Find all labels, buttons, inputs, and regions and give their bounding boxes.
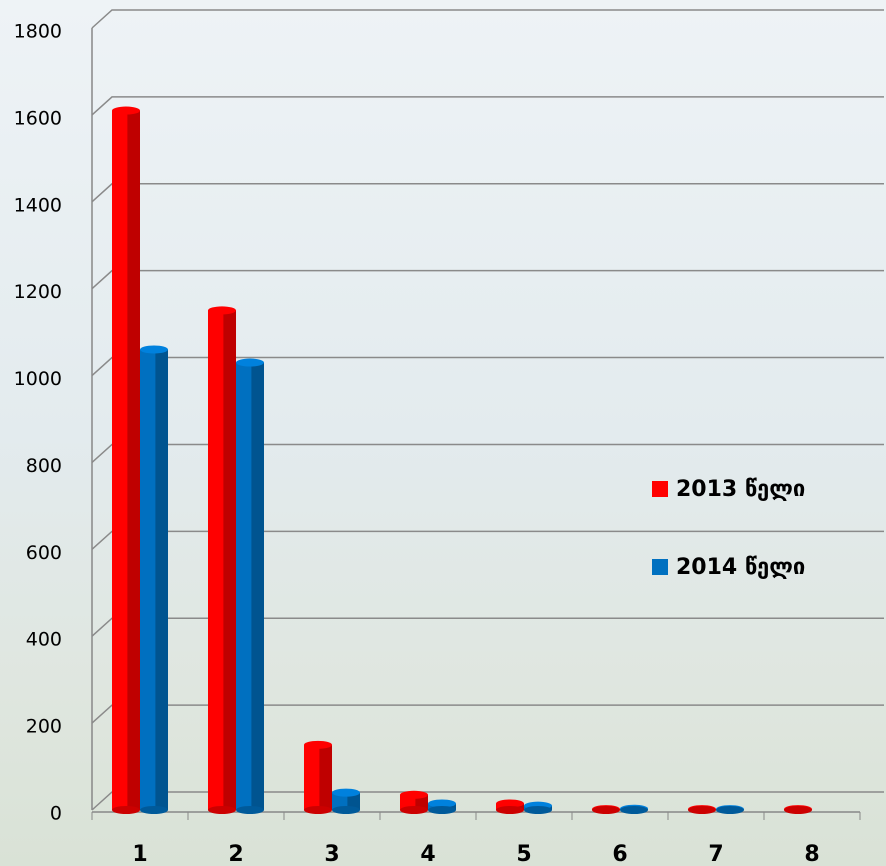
legend-label: 2013 წელი — [676, 477, 805, 502]
bar-part — [140, 345, 168, 354]
bar-part — [304, 806, 332, 814]
bar — [784, 805, 812, 814]
bar-part — [236, 358, 264, 367]
bar — [332, 788, 360, 814]
bar-part — [332, 806, 360, 814]
bar-part — [112, 106, 140, 115]
y-tick-label: 0 — [50, 803, 62, 825]
x-tick-label: 4 — [420, 842, 435, 866]
bar-part — [112, 806, 140, 814]
y-tick-label: 1000 — [14, 368, 62, 390]
bar-part — [496, 806, 524, 814]
bar-part — [496, 799, 524, 808]
bar-part — [347, 792, 360, 810]
bar-part — [208, 306, 236, 315]
bar-part — [236, 806, 264, 814]
x-tick-label: 1 — [132, 842, 147, 866]
bar-part — [688, 806, 716, 814]
x-tick-label: 3 — [324, 842, 339, 866]
bar-part — [428, 799, 456, 808]
y-tick-label: 1400 — [14, 194, 62, 216]
legend-swatch — [652, 559, 668, 575]
y-tick-label: 200 — [26, 716, 62, 738]
bar-part — [592, 806, 620, 814]
bar — [208, 306, 236, 814]
bar-part — [428, 806, 456, 814]
bar-part — [251, 362, 264, 810]
bar — [400, 790, 428, 814]
bar-part — [620, 806, 648, 814]
grid-line — [91, 96, 884, 116]
bar-part — [400, 790, 428, 799]
bar-part — [223, 310, 236, 810]
y-tick-label: 400 — [26, 629, 62, 651]
bar — [716, 805, 744, 814]
bar — [236, 358, 264, 814]
x-tick-label: 6 — [612, 842, 627, 866]
x-tick-label: 7 — [708, 842, 723, 866]
bar — [112, 106, 140, 814]
bar-part — [400, 806, 428, 814]
bar-part — [155, 349, 168, 810]
bar — [428, 799, 456, 814]
bar-part — [716, 806, 744, 814]
bar — [592, 805, 620, 814]
grid-line — [91, 9, 884, 29]
bar-part — [524, 806, 552, 814]
bar — [524, 801, 552, 814]
bar — [496, 799, 524, 814]
bar-part — [332, 788, 360, 797]
bar-part — [127, 110, 140, 811]
bar — [620, 804, 648, 814]
bar — [304, 740, 332, 814]
y-tick-label: 1800 — [14, 21, 62, 43]
legend-label: 2014 წელი — [676, 555, 805, 580]
x-tick-label: 8 — [804, 842, 819, 866]
y-tick-label: 1200 — [14, 281, 62, 303]
bar-part — [784, 806, 812, 814]
bar-part — [208, 806, 236, 814]
y-tick-label: 800 — [26, 455, 62, 477]
bar-part — [319, 744, 332, 810]
bar-part — [304, 740, 332, 749]
y-tick-label: 600 — [26, 542, 62, 564]
bar — [688, 805, 716, 814]
x-tick-label: 5 — [516, 842, 531, 866]
y-tick-label: 1600 — [14, 107, 62, 129]
bar-part — [415, 794, 428, 810]
legend-swatch — [652, 481, 668, 497]
x-tick-label: 2 — [228, 842, 243, 866]
bar-part — [140, 806, 168, 814]
bar — [140, 345, 168, 814]
